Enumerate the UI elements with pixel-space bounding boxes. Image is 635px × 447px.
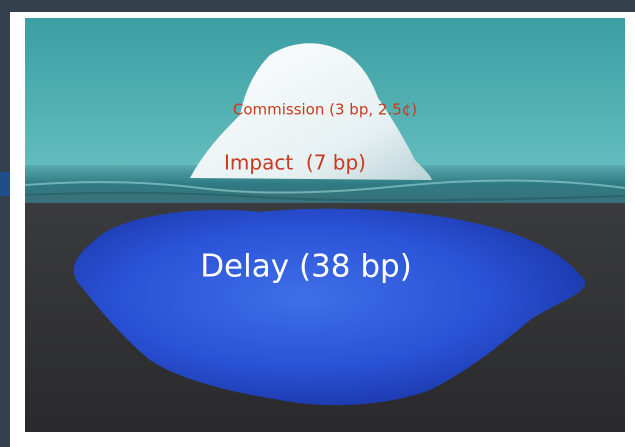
iceberg-image	[24, 18, 626, 432]
wave	[24, 191, 626, 202]
commission-label: Commission (3 bp, 2.5¢)	[233, 101, 417, 119]
ice-tip	[190, 43, 432, 181]
wave	[24, 179, 626, 194]
delay-label: Delay (38 bp)	[200, 249, 412, 285]
side-band	[0, 172, 12, 196]
submerged-ice	[73, 208, 586, 406]
impact-label: Impact (7 bp)	[224, 151, 366, 175]
